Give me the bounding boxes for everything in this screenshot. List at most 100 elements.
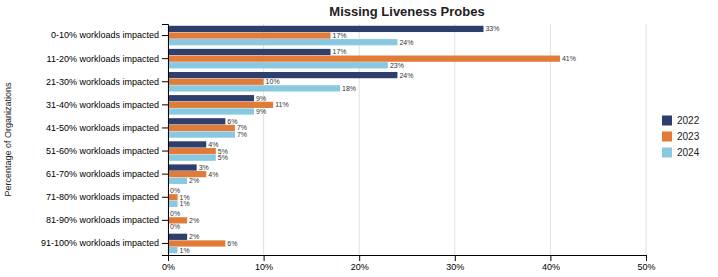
bar [168, 125, 235, 131]
grid [168, 24, 646, 255]
legend-swatch [662, 116, 672, 126]
tick-label: 61-70% workloads impacted [46, 169, 159, 179]
data-label: 0% [170, 210, 180, 217]
data-label: 2% [189, 217, 199, 224]
bar [168, 108, 254, 114]
tick-label: 30% [446, 262, 464, 272]
bar [168, 148, 216, 154]
tick-mark [264, 255, 265, 261]
tick-label: 0-10% workloads impacted [51, 30, 159, 40]
data-label: 24% [399, 72, 413, 79]
tick: 11-20% workloads impacted [47, 54, 168, 64]
axis-line [169, 256, 647, 262]
tick-mark [162, 81, 168, 82]
bar [168, 178, 187, 184]
legend-item: 2023 [662, 131, 700, 142]
bar [168, 201, 178, 207]
tick-mark [162, 58, 168, 59]
bar [168, 234, 187, 240]
tick: 31-40% workloads impacted [46, 100, 168, 110]
data-label: 10% [266, 78, 280, 85]
tick: 21-30% workloads impacted [46, 77, 168, 87]
x-axis: 0% 10% 20% 30% 40% 50% [162, 255, 656, 272]
bar [168, 26, 483, 32]
bar [168, 39, 397, 45]
tick-label: 50% [637, 262, 655, 272]
tick-label: 40% [542, 262, 560, 272]
plot-area: 0% 10% 20% 30% 40% 50% 0-10% workloads impacte… [41, 24, 656, 272]
legend-item: 2024 [662, 147, 700, 158]
bar [168, 194, 178, 200]
tick-mark [162, 127, 168, 128]
tick-mark [455, 255, 456, 261]
legend-swatch [662, 148, 672, 158]
tick: 0% [162, 255, 175, 272]
tick-label: 21-30% workloads impacted [46, 77, 159, 87]
data-label: 17% [333, 48, 347, 55]
tick: 40% [542, 255, 560, 272]
tick: 41-50% workloads impacted [46, 123, 168, 133]
bar [168, 32, 331, 38]
tick-label: 81-90% workloads impacted [46, 215, 159, 225]
title: Missing Liveness Probes [329, 4, 484, 19]
bar [168, 171, 206, 177]
tick-mark [162, 174, 168, 175]
tick-mark [550, 255, 551, 261]
tick-mark [162, 197, 168, 198]
tick-label: 11-20% workloads impacted [47, 54, 159, 64]
bar [168, 56, 560, 62]
chart-svg: 0% 10% 20% 30% 40% 50% 0-10% workloads impacte… [0, 0, 718, 277]
legend-label: 2024 [677, 147, 700, 158]
data-label: 5% [218, 154, 228, 161]
bars [168, 26, 560, 253]
tick: 91-100% workloads impacted [41, 238, 168, 248]
data-label: 2% [189, 177, 199, 184]
tick-label: 51-60% workloads impacted [46, 146, 159, 156]
bar-series [168, 39, 397, 253]
grid-line [646, 24, 647, 255]
data-label: 9% [256, 95, 266, 102]
data-label: 18% [342, 85, 356, 92]
tick-label: 10% [255, 262, 273, 272]
tick: 50% [637, 255, 655, 272]
tick-label: 0% [162, 262, 175, 272]
data-label: 1% [180, 247, 190, 254]
tick-mark [162, 220, 168, 221]
axis-title: Percentage of Organizations [3, 82, 13, 197]
data-label: 7% [237, 131, 247, 138]
data-label: 24% [399, 39, 413, 46]
tick-label: 31-40% workloads impacted [46, 100, 159, 110]
tick-label: 91-100% workloads impacted [41, 238, 159, 248]
bar [168, 164, 197, 170]
data-label: 11% [275, 101, 289, 108]
bar [168, 79, 264, 85]
bar [168, 95, 254, 101]
legend-label: 2022 [677, 115, 700, 126]
bar [168, 118, 225, 124]
data-label: 1% [180, 200, 190, 207]
tick-label: 41-50% workloads impacted [46, 123, 159, 133]
tick: 0-10% workloads impacted [51, 30, 168, 40]
data-labels: 33%17%24%9%6%4%3%0%0%2%17%41%10%11%7%5%4… [170, 25, 576, 253]
bar [168, 247, 178, 253]
tick-mark [162, 243, 168, 244]
data-label: 17% [333, 32, 347, 39]
bar [168, 141, 206, 147]
data-label: 4% [208, 171, 218, 178]
y-axis: 0-10% workloads impacted 11-20% workloads… [41, 25, 169, 256]
tick: 30% [446, 255, 464, 272]
data-label: 41% [562, 55, 576, 62]
tick: 20% [351, 255, 369, 272]
bar [168, 62, 388, 68]
bar [168, 155, 216, 161]
bar [168, 240, 225, 246]
legend-label: 2023 [677, 131, 700, 142]
tick: 10% [255, 255, 273, 272]
legend: 2022 2023 2024 [662, 115, 700, 158]
bar [168, 131, 235, 137]
bar [168, 72, 397, 78]
data-label: 23% [390, 62, 404, 69]
data-label: 9% [256, 108, 266, 115]
legend-swatch [662, 132, 672, 142]
bar [168, 85, 340, 91]
